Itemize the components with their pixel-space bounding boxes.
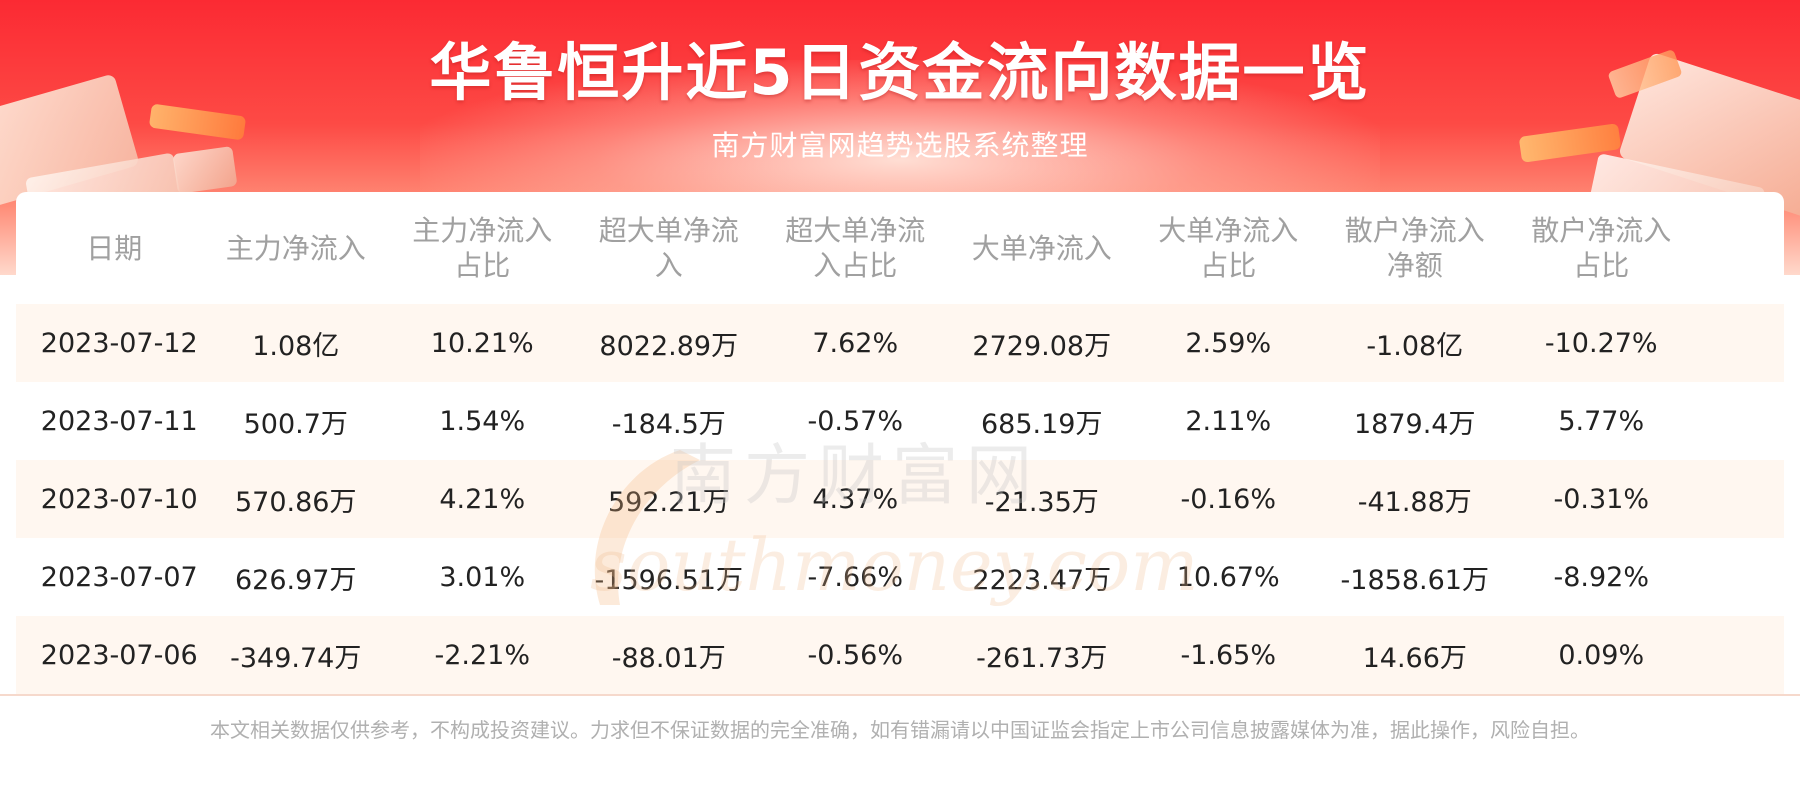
table-cell: 570.86万 [235, 486, 357, 518]
column-header: 主力净流入 [203, 192, 390, 304]
column-header: 超大单净流入 [576, 192, 763, 304]
table-cell: 3.01% [439, 561, 526, 593]
column-header-line: 主力净流入 [225, 231, 366, 265]
table-row: 2023-07-07 626.97万 3.01% -1596.51万 -7.66% 222… [16, 538, 1784, 616]
table-body: 2023-07-12 1.08亿 10.21% 8022.89万 7.62% 2729.0… [16, 304, 1784, 694]
table-cell: -184.5万 [611, 408, 726, 440]
table-cell: 1879.4万 [1354, 408, 1476, 440]
table-row: 2023-07-11 500.7万 1.54% -184.5万 -0.57% 685.19… [16, 382, 1784, 460]
table-cell: -0.16% [1180, 483, 1276, 515]
table-cell: 0.09% [1558, 639, 1645, 671]
column-header-line: 散户净流入 [1531, 214, 1672, 247]
table-cell: 10.21% [430, 327, 534, 359]
column-header-line: 占比 [1200, 249, 1257, 282]
table-cell: -0.56% [807, 639, 903, 671]
date-cell: 2023-07-11 [40, 405, 198, 437]
column-header-line: 超大单净流 [598, 214, 739, 247]
table-cell: 4.37% [812, 483, 899, 515]
table-cell: 685.19万 [981, 408, 1103, 440]
table-cell: 7.62% [812, 327, 899, 359]
table-cell: 14.66万 [1362, 642, 1467, 674]
footer-divider [0, 694, 1800, 696]
table-cell: 2223.47万 [972, 564, 1112, 596]
table-cell: -1858.61万 [1340, 564, 1489, 596]
disclaimer-text: 本文相关数据仅供参考，不构成投资建议。力求但不保证数据的完全准确，如有错漏请以中… [210, 718, 1590, 742]
fund-flow-table: 日期 主力净流入 主力净流入 占比 超大单净流入超大单净流 入占比 大单净流入 大单净流入 占比… [16, 192, 1784, 694]
column-header-line: 大单净流入 [1158, 214, 1299, 247]
column-header: 超大单净流 入占比 [762, 192, 949, 304]
column-header-line: 超大单净流 [785, 214, 926, 247]
table-row: 2023-07-10 570.86万 4.21% 592.21万 4.37% -21.35… [16, 460, 1784, 538]
table-cell: -1596.51万 [594, 564, 743, 596]
table-cell: -0.57% [807, 405, 903, 437]
table-cell: -10.27% [1544, 327, 1658, 359]
table-cell: -1.08亿 [1366, 330, 1464, 362]
table-cell: 4.21% [439, 483, 526, 515]
column-header: 主力净流入 占比 [389, 192, 576, 304]
column-header: 大单净流入 占比 [1135, 192, 1322, 304]
table-cell: -7.66% [807, 561, 903, 593]
table-cell: -88.01万 [611, 642, 726, 674]
date-cell: 2023-07-10 [40, 483, 198, 515]
table-cell: 1.54% [439, 405, 526, 437]
date-cell: 2023-07-07 [40, 561, 198, 593]
table-cell: -1.65% [1180, 639, 1276, 671]
table-cell: -0.31% [1553, 483, 1649, 515]
table-row: 2023-07-12 1.08亿 10.21% 8022.89万 7.62% 2729.0… [16, 304, 1784, 382]
table-cell: 2.11% [1185, 405, 1272, 437]
column-header-line: 日期 [86, 231, 143, 265]
column-header: 大单净流入 [949, 192, 1136, 304]
page-title: 华鲁恒升近5日资金流向数据一览 [429, 36, 1371, 109]
table-cell: 626.97万 [235, 564, 357, 596]
column-header-line: 主力净流入 [412, 214, 553, 247]
column-header: 散户净流入 净额 [1322, 192, 1509, 304]
table-cell: -21.35万 [984, 486, 1099, 518]
page-subtitle: 南方财富网趋势选股系统整理 [711, 129, 1089, 162]
table-cell: -261.73万 [976, 642, 1108, 674]
table-cell: -2.21% [434, 639, 530, 671]
date-cell: 2023-07-06 [40, 639, 198, 671]
table-cell: 592.21万 [608, 486, 730, 518]
table-cell: 2.59% [1185, 327, 1272, 359]
table-cell: 5.77% [1558, 405, 1645, 437]
column-header: 散户净流入 占比 [1508, 192, 1695, 304]
column-header: 日期 [16, 192, 203, 304]
table-cell: 1.08亿 [252, 330, 340, 362]
column-header-line: 入占比 [813, 249, 898, 282]
table-cell: 2729.08万 [972, 330, 1112, 362]
table-cell: -8.92% [1553, 561, 1649, 593]
table-cell: -41.88万 [1357, 486, 1472, 518]
table-header-row: 日期 主力净流入 主力净流入 占比 超大单净流入超大单净流 入占比 大单净流入 大单净流入 占比… [16, 192, 1784, 304]
column-header-line: 净额 [1386, 249, 1443, 282]
column-header-line: 占比 [454, 249, 511, 282]
column-header-line: 占比 [1573, 249, 1630, 282]
table-cell: -349.74万 [230, 642, 362, 674]
table-cell: 10.67% [1176, 561, 1280, 593]
table-cell: 8022.89万 [599, 330, 739, 362]
column-header-line: 入 [654, 249, 683, 282]
column-header-line: 大单净流入 [971, 231, 1112, 265]
table-row: 2023-07-06 -349.74万 -2.21% -88.01万 -0.56% -26… [16, 616, 1784, 694]
date-cell: 2023-07-12 [40, 327, 198, 359]
table-cell: 500.7万 [243, 408, 348, 440]
column-header-line: 散户净流入 [1344, 214, 1485, 247]
